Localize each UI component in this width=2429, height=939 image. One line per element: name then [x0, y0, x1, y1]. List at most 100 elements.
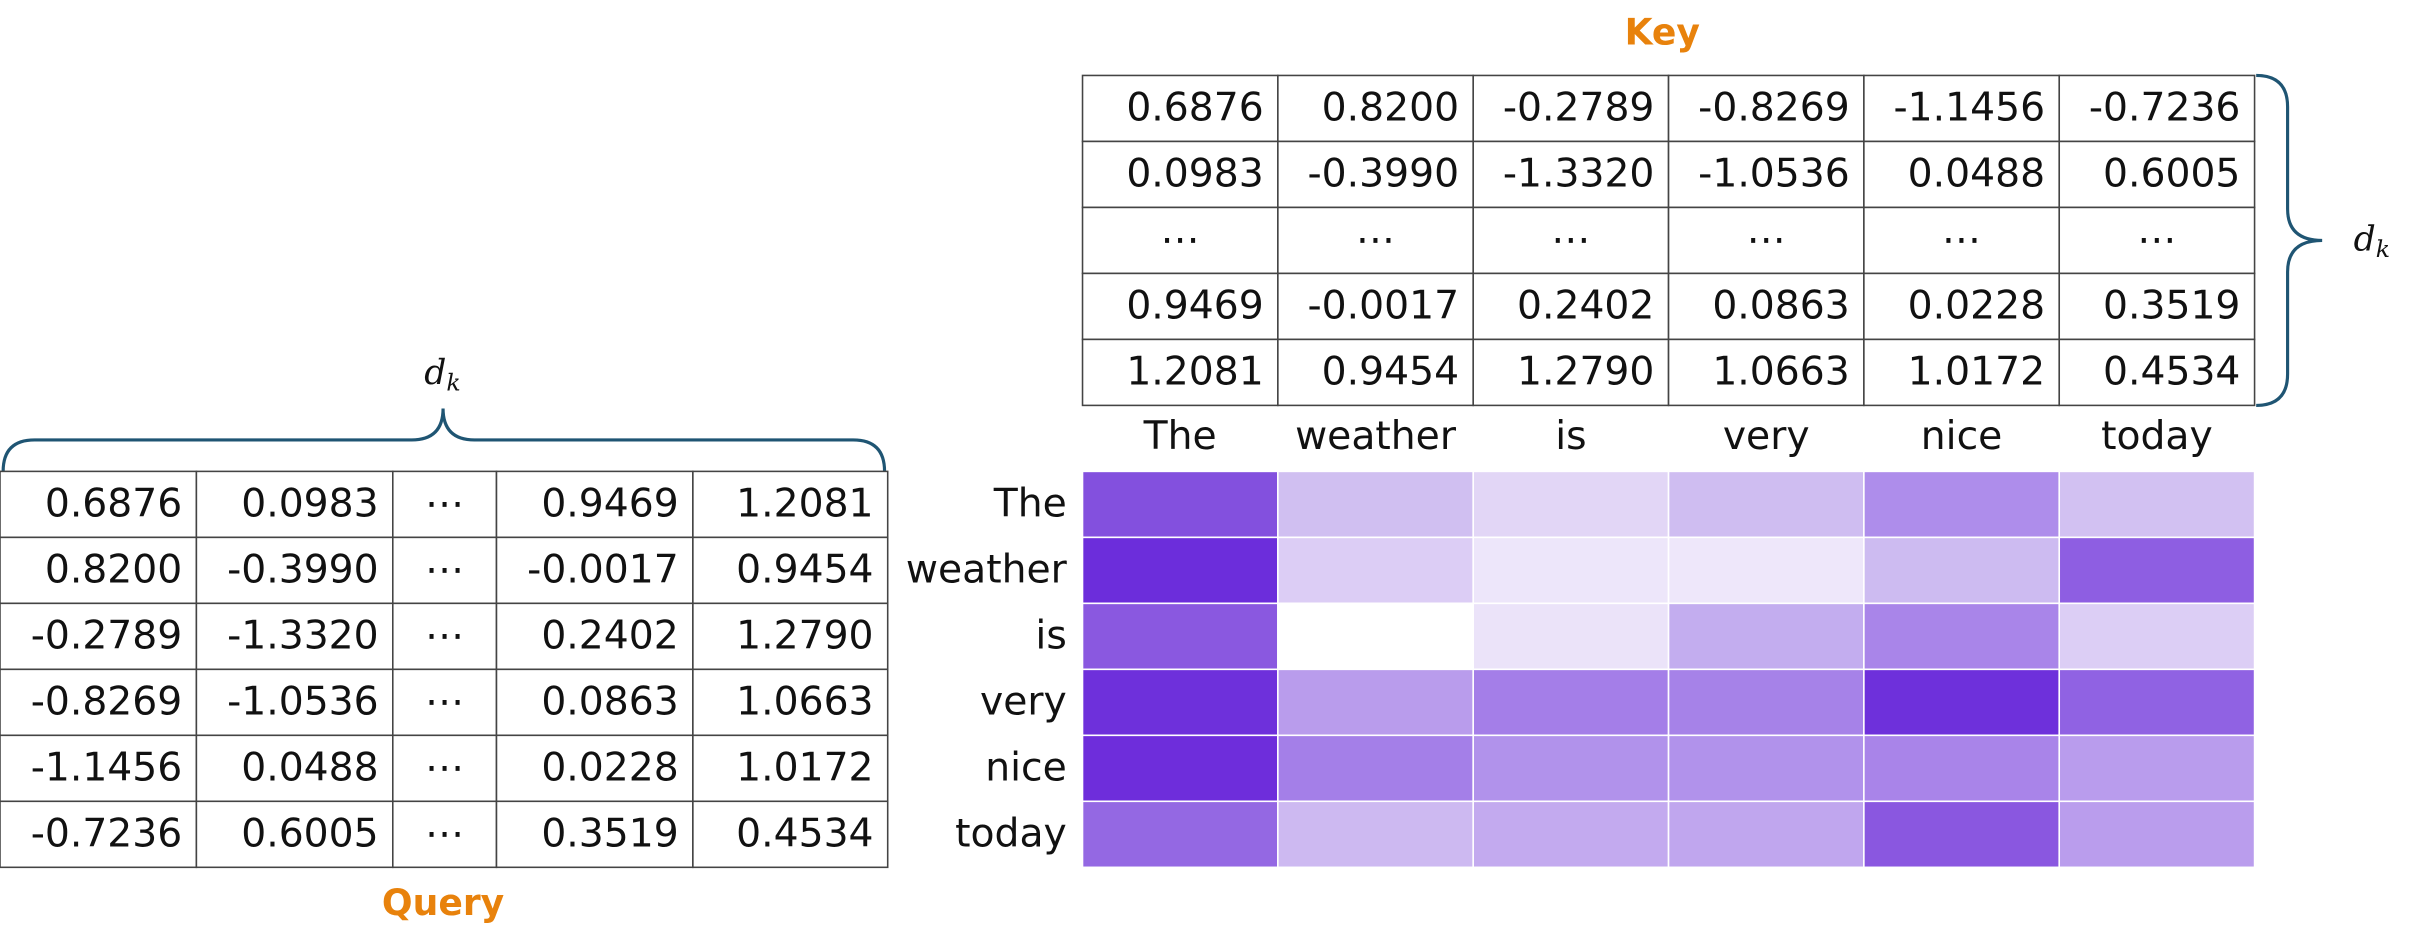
- cell-text: 0.0488: [1908, 152, 2045, 197]
- cell-text: 0.0488: [241, 745, 378, 790]
- cell-text: 1.2790: [736, 613, 873, 658]
- heatmap-cell: [1472, 668, 1670, 737]
- dim-base: d: [424, 352, 446, 392]
- cell-text: 0.0983: [1126, 152, 1263, 197]
- cell-text: 1.0663: [736, 679, 873, 724]
- cell: [2058, 140, 2256, 209]
- key-brace: [2256, 73, 2323, 407]
- cell-text: 0.8200: [45, 547, 182, 592]
- heatmap-cell: [1863, 800, 2061, 869]
- heatmap-cell: [1277, 668, 1474, 737]
- cell-text: -0.8269: [31, 679, 183, 724]
- heatmap-cell: [1472, 734, 1670, 803]
- cell-text: ⋯: [1942, 217, 1981, 262]
- row-label: is: [1035, 613, 1066, 658]
- cell-text: 1.2081: [736, 481, 873, 526]
- cell: [0, 734, 198, 803]
- cell: [195, 800, 394, 869]
- heatmap-cell: [2058, 470, 2256, 539]
- row-label: today: [955, 811, 1067, 856]
- cell: [392, 734, 498, 803]
- cell: [1472, 272, 1670, 341]
- row-label: very: [980, 679, 1067, 724]
- cell-text: 0.0983: [241, 481, 378, 526]
- cell: [692, 668, 889, 737]
- heatmap-cell: [2058, 734, 2256, 803]
- cell: [692, 602, 889, 671]
- cell: [1277, 338, 1474, 407]
- cell-text: 0.9469: [541, 481, 678, 526]
- cell: [1863, 206, 2061, 275]
- column-label: The: [1143, 414, 1217, 459]
- cell-text: -0.3990: [1308, 152, 1460, 197]
- cell: [2058, 272, 2256, 341]
- cell-text: 0.0863: [541, 679, 678, 724]
- cell-text: -1.1456: [1894, 86, 2046, 131]
- column-label: nice: [1921, 414, 2003, 459]
- cell: [1667, 206, 1865, 275]
- heatmap-cell: [2058, 800, 2256, 869]
- cell: [692, 536, 889, 605]
- cell-text: -0.7236: [2089, 86, 2241, 131]
- cell-text: 1.2081: [1126, 349, 1263, 394]
- cell-text: -0.3990: [227, 547, 379, 592]
- cell-text: -1.1456: [31, 745, 183, 790]
- cell: [692, 470, 889, 539]
- heatmap-cell: [2058, 536, 2256, 605]
- dim-sub: k: [446, 368, 460, 396]
- cell: [0, 800, 198, 869]
- cell: [1277, 206, 1474, 275]
- heatmap-cell: [1277, 536, 1474, 605]
- column-label: weather: [1295, 414, 1457, 459]
- heatmap-cell: [1277, 800, 1474, 869]
- cell: [2058, 206, 2256, 275]
- cell: [1667, 272, 1865, 341]
- heatmap-cell: [1081, 800, 1279, 869]
- cell-text: 0.8200: [1322, 86, 1459, 131]
- cell: [0, 668, 198, 737]
- cell: [1863, 74, 2061, 143]
- cell: [195, 734, 394, 803]
- cell-text: 0.6005: [2103, 152, 2240, 197]
- cell-text: 0.2402: [1517, 283, 1654, 328]
- cell-text: -1.0536: [1698, 152, 1850, 197]
- cell-text: 0.4534: [736, 811, 873, 856]
- cell-text: ⋯: [425, 679, 464, 724]
- cell: [495, 668, 694, 737]
- cell-text: ⋯: [425, 613, 464, 658]
- key-dim: dk: [2354, 219, 2390, 262]
- column-label: very: [1723, 414, 1810, 459]
- cell: [195, 602, 394, 671]
- cell: [1277, 74, 1474, 143]
- heatmap-cell: [1277, 470, 1474, 539]
- query-dim: dk: [424, 352, 460, 395]
- heatmap-cell: [1081, 470, 1279, 539]
- cell-text: 1.2790: [1517, 349, 1654, 394]
- cell-text: ⋯: [425, 745, 464, 790]
- cell-text: -0.0017: [1308, 283, 1460, 328]
- cell-text: ⋯: [425, 481, 464, 526]
- heatmap-cell: [1863, 668, 2061, 737]
- cell-text: 0.3519: [541, 811, 678, 856]
- cell: [495, 602, 694, 671]
- cell-text: 0.9454: [736, 547, 873, 592]
- cell: [1277, 272, 1474, 341]
- cell-text: ⋯: [2137, 217, 2176, 262]
- cell: [1863, 338, 2061, 407]
- heatmap-cell: [1081, 668, 1279, 737]
- cell-text: 1.0172: [1908, 349, 2045, 394]
- heatmap-cell: [1667, 734, 1865, 803]
- cell-text: ⋯: [425, 547, 464, 592]
- cell-text: -0.2789: [1503, 86, 1655, 131]
- cell: [692, 734, 889, 803]
- heatmap-cell: [1081, 536, 1279, 605]
- cell: [1472, 338, 1670, 407]
- cell: [1667, 140, 1865, 209]
- heatmap-cell: [1667, 536, 1865, 605]
- cell-text: -0.7236: [31, 811, 183, 856]
- cell-text: 0.9469: [1126, 283, 1263, 328]
- heatmap-cell: [1667, 800, 1865, 869]
- cell: [0, 470, 198, 539]
- cell-text: ⋯: [425, 811, 464, 856]
- heatmap-cell: [1472, 536, 1670, 605]
